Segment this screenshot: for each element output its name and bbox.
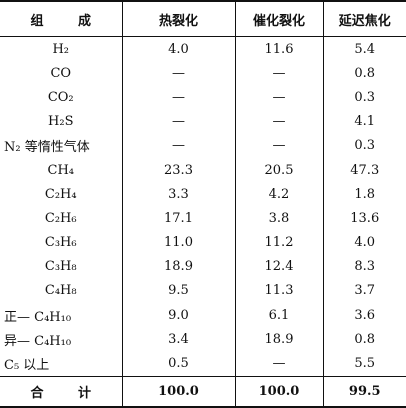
value-cell: 18.9 (234, 327, 323, 352)
value-cell: 20.5 (234, 157, 323, 183)
value-cell: 23.3 (121, 157, 235, 183)
component-cell: 正— C₄H₁₀ (4, 309, 72, 325)
value-cell: — (121, 85, 235, 110)
total-label: 合 计 (0, 375, 122, 407)
value-cell: 5.5 (322, 351, 406, 377)
table-row: H₂ 4.0 11.6 5.4 (0, 36, 406, 62)
component-cell: C₂H₆ (44, 210, 77, 226)
value-cell: 12.4 (234, 254, 323, 279)
table-body: H₂ 4.0 11.6 5.4 CO — —0.8 CO₂ — —0.3 H₂S — —4.1 N₂ 等惰… (0, 36, 406, 407)
component-cell: C₅ 以上 (4, 358, 50, 374)
value-cell: 3.6 (322, 303, 406, 328)
value-cell: 4.0 (322, 230, 406, 255)
table-row: CO — —0.8 (0, 61, 406, 86)
header-cell: 组 成 (0, 1, 122, 37)
table-row: C₄H₈ 9.5 11.3 3.7 (0, 278, 406, 304)
value-cell: 3.3 (121, 182, 235, 207)
value-cell: 4.2 (234, 182, 323, 207)
value-cell: 4.0 (121, 36, 235, 62)
value-cell: — (121, 61, 235, 86)
component-cell: CO₂ (47, 89, 74, 105)
value-cell: 11.3 (234, 278, 323, 304)
total-value: 100.0 (121, 375, 235, 407)
total-value: 99.5 (322, 375, 406, 407)
component-cell: H₂ (52, 41, 70, 57)
value-cell: — (121, 109, 235, 134)
value-cell: 5.4 (322, 36, 406, 62)
value-cell: — (234, 85, 323, 110)
value-cell: 0.3 (322, 85, 406, 110)
header-cell: 延迟焦化 (322, 1, 406, 37)
value-cell: 0.3 (322, 133, 406, 158)
value-cell: — (121, 133, 235, 158)
total-value: 100.0 (234, 375, 323, 407)
component-cell: H₂S (48, 114, 74, 130)
value-cell: 11.0 (121, 230, 235, 255)
value-cell: 6.1 (234, 303, 323, 328)
value-cell: 8.3 (322, 254, 406, 279)
value-cell: 9.5 (121, 278, 235, 304)
value-cell: 13.6 (322, 206, 406, 231)
component-cell: CH₄ (47, 162, 75, 178)
component-cell: N₂ 等惰性气体 (4, 140, 90, 156)
component-cell: C₂H₄ (44, 186, 77, 202)
value-cell: 3.4 (121, 327, 235, 352)
component-cell: C₃H₈ (44, 259, 77, 275)
table-row: CH₄ 23.3 20.5 47.3 (0, 157, 406, 183)
total-row: 合 计 100.0 100.0 99.5 (0, 375, 406, 407)
table-row: N₂ 等惰性气体 — —0.3 (0, 133, 406, 158)
header-row: 组 成热裂化 催化裂化 延迟焦化 (0, 1, 406, 37)
value-cell: — (234, 61, 323, 86)
table-row: C₂H₄ 3.3 4.2 1.8 (0, 182, 406, 207)
table-row: C₅ 以上 0.5—5.5 (0, 351, 406, 377)
value-cell: 47.3 (322, 157, 406, 183)
table-row: 正— C₄H₁₀ 9.0 6.1 3.6 (0, 303, 406, 328)
value-cell: 4.1 (322, 109, 406, 134)
table-row: C₂H₆ 17.1 3.8 13.6 (0, 206, 406, 231)
value-cell: 11.2 (234, 230, 323, 255)
table-row: H₂S — —4.1 (0, 109, 406, 134)
value-cell: 0.5 (121, 351, 235, 377)
value-cell: — (234, 351, 323, 377)
value-cell: 17.1 (121, 206, 235, 231)
table-row: C₃H₆ 11.0 11.2 4.0 (0, 230, 406, 255)
header-cell: 热裂化 (121, 1, 235, 37)
table-row: 异— C₄H₁₀ 3.4 18.9 0.8 (0, 327, 406, 352)
table-row: C₃H₈ 18.9 12.4 8.3 (0, 254, 406, 279)
header-cell: 催化裂化 (234, 1, 323, 37)
component-cell: CO (50, 65, 72, 81)
component-cell: 异— C₄H₁₀ (4, 333, 72, 349)
value-cell: — (234, 109, 323, 134)
value-cell: 11.6 (234, 36, 323, 62)
component-cell: C₄H₈ (44, 283, 77, 299)
value-cell: 3.7 (322, 278, 406, 304)
value-cell: — (234, 133, 323, 158)
value-cell: 3.8 (234, 206, 323, 231)
value-cell: 18.9 (121, 254, 235, 279)
value-cell: 1.8 (322, 182, 406, 207)
value-cell: 9.0 (121, 303, 235, 328)
component-cell: C₃H₆ (44, 235, 77, 251)
value-cell: 0.8 (322, 61, 406, 86)
value-cell: 0.8 (322, 327, 406, 352)
table-row: CO₂ — —0.3 (0, 85, 406, 110)
